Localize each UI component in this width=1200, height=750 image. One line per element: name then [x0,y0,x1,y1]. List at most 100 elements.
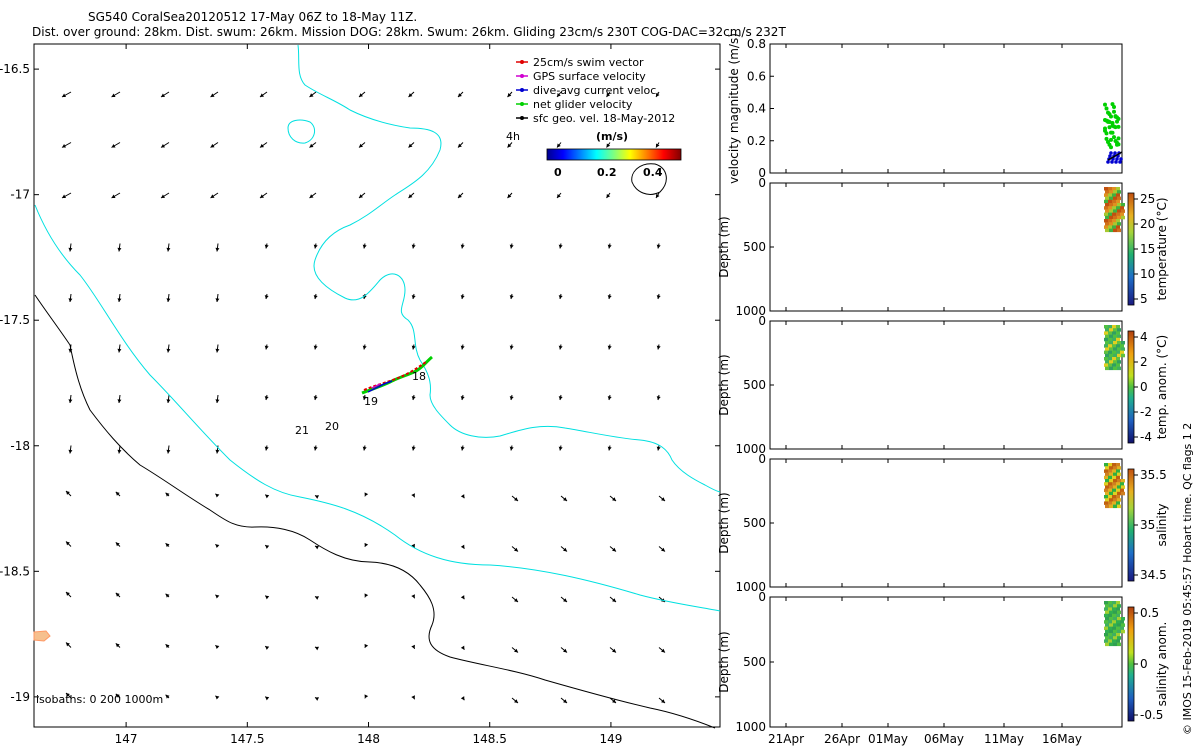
geostrophic-vector [411,445,416,451]
geostrophic-vector [509,293,514,300]
geostrophic-vector [115,693,121,699]
geostrophic-vector [117,293,122,303]
legend-entry: sfc geo. vel. 18-May-2012 [516,112,675,125]
profile-cell [1112,212,1116,217]
geostrophic-vector [264,544,270,549]
dive-avg-current-track [367,380,393,393]
profile-cell [1109,479,1113,483]
profile-cell [1112,363,1116,367]
geostrophic-vector [165,694,170,699]
profile-cell [1108,463,1112,467]
map-ytick-label: -19 [10,690,30,704]
map-ytick-label: -17.5 [0,313,30,327]
profile-cell [1112,633,1116,637]
geostrophic-vector [309,192,317,199]
profile-cell [1112,331,1116,335]
geostrophic-vector [507,192,513,199]
geostrophic-vector [215,493,220,498]
profile-cell [1113,498,1117,502]
geostrophic-vector [556,142,562,148]
geostrophic-vector [411,493,416,498]
geostrophic-vector [656,344,661,350]
isobaths-label: isobaths: 0 200 1000m [36,693,163,706]
colorbar-label: salinity [1155,503,1169,546]
profile-cell [1117,366,1121,371]
geostrophic-vector [511,495,519,502]
velocity-point-net [1106,110,1110,115]
geostrophic-vector [215,243,220,252]
geostrophic-vector [313,445,318,451]
geostrophic-vector [607,344,612,350]
geostrophic-vector [65,692,72,699]
geostrophic-vector [560,697,568,704]
profile-cell [1109,623,1113,627]
geostrophic-vector [309,91,317,98]
geostrophic-vector [411,394,416,401]
profile-cell [1116,482,1120,486]
geostrophic-vector [408,192,415,199]
panel-1: 0 0.2 0.4 0.6 0.8 velocity magnitude (m/s) [727,33,1123,184]
velocity-point-net [1116,136,1121,141]
glider-track [361,355,433,395]
profile-cell [1104,613,1108,618]
profile-cell [1117,479,1121,483]
velocity-point-net [1110,121,1115,126]
profile-cell [1105,479,1109,483]
panel-ytick-label: 0.2 [747,134,766,148]
panel-colorbar [1127,330,1135,444]
profile-cell [1112,475,1116,480]
geostrophic-vector [656,394,661,401]
profile-cell [1108,344,1112,348]
isobath-200m-island [287,119,316,144]
profile-cell [1117,629,1121,634]
geostrophic-vector [210,142,219,148]
geostrophic-vector [606,192,611,199]
colorbar-tick-label: 0.5 [1140,606,1159,620]
profile-cell [1105,466,1109,470]
profile-cell [1104,219,1108,223]
panel-ytick-label: 0 [758,314,766,328]
map-xtick-label: 149 [599,732,622,746]
profile-cell [1112,626,1116,631]
profile-cell [1116,463,1120,467]
geostrophic-vector [314,596,320,600]
profile-cell [1109,485,1113,489]
profile-cell [1120,212,1124,217]
geostrophic-vector [160,91,170,98]
velocity-point-net [1116,124,1121,129]
profile-cell [1104,601,1108,605]
geostrophic-vector [264,344,269,350]
velocity-point-net [1112,109,1116,114]
geostrophic-vector [411,344,416,350]
profile-cell [1109,629,1113,634]
legend-entry: dive-avg current veloc. [516,84,660,97]
geostrophic-vector [460,344,465,350]
profile-cell [1112,469,1116,473]
geostrophic-vector [358,91,366,98]
profile-cell [1116,344,1120,348]
profile-cell [1120,620,1124,624]
geostrophic-vector [117,394,122,404]
velocity-point-net [1113,125,1118,130]
geostrophic-vector [509,243,514,249]
profile-cell [1117,222,1121,226]
colorbar-tick-label: 35 [1140,518,1155,532]
colorbar-tick-label: 34.5 [1140,568,1167,582]
colorbar-tick-label: 10 [1140,267,1155,281]
profile-cell [1116,225,1120,229]
geostrophic-vector [457,142,464,148]
profile-cell [1116,357,1120,361]
geostrophic-vector [309,142,317,148]
profile-cell [1109,491,1113,496]
profile-cell [1105,498,1109,502]
profile-cell [1108,325,1112,329]
profile-cell [1116,475,1120,480]
profile-cell [1121,341,1125,345]
profile-cell [1116,601,1120,605]
profile-cell [1108,613,1112,618]
geostrophic-vector [313,394,318,401]
map-ticks: 147 147.5 148 148.5 149 -16.5 -17 -17.5 -18 -18.5… [0,44,720,746]
geostrophic-vector [460,494,465,499]
